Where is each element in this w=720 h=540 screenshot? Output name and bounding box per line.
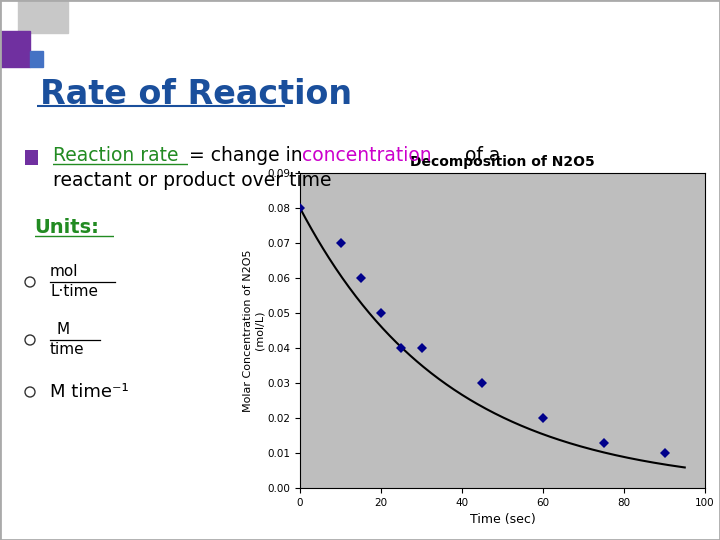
Y-axis label: Molar Concentration of N2O5
(mol/L): Molar Concentration of N2O5 (mol/L)	[243, 249, 264, 411]
Text: L·time: L·time	[50, 285, 98, 300]
Text: time: time	[50, 342, 85, 357]
Text: of a: of a	[459, 146, 500, 165]
X-axis label: Time (sec): Time (sec)	[469, 514, 536, 526]
Text: Rate of Reaction: Rate of Reaction	[40, 78, 352, 111]
Bar	[30, 51, 43, 67]
Bar	[1, 31, 30, 67]
Text: M time⁻¹: M time⁻¹	[50, 383, 129, 401]
Text: concentration: concentration	[302, 146, 432, 165]
Text: mol: mol	[50, 265, 78, 280]
Text: = change in: = change in	[189, 146, 308, 165]
Text: M: M	[57, 322, 70, 338]
Text: Units:: Units:	[35, 218, 99, 238]
Text: reactant or product over time: reactant or product over time	[53, 171, 331, 191]
Title: Decomposition of N2O5: Decomposition of N2O5	[410, 155, 595, 169]
Text: Reaction rate: Reaction rate	[53, 146, 184, 165]
Bar	[18, 0, 68, 33]
